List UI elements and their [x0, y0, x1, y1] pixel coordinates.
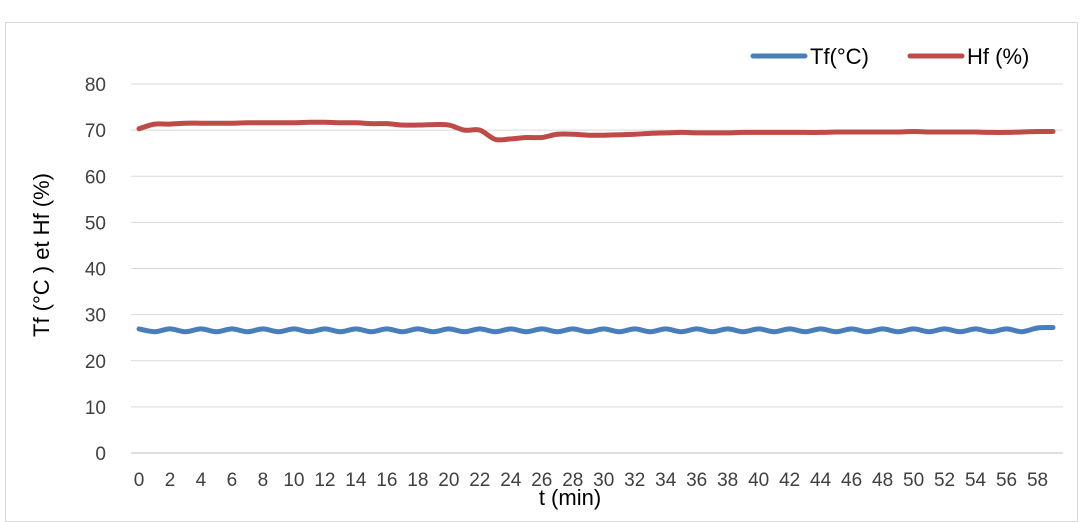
gridlines: [131, 83, 1063, 454]
x-tick-label: 36: [686, 470, 707, 491]
y-axis-ticks: 0 10 20 30 40 50 60 70 80: [85, 75, 106, 465]
y-tick-label: 30: [85, 306, 106, 327]
x-tick-label: 46: [841, 470, 862, 491]
x-tick-label: 2: [165, 470, 176, 491]
x-tick-label: 28: [562, 470, 583, 491]
x-tick-label: 50: [903, 470, 924, 491]
x-tick-label: 58: [1027, 470, 1048, 491]
x-tick-label: 52: [934, 470, 955, 491]
y-tick-label: 60: [85, 167, 106, 188]
x-tick-label: 16: [376, 470, 397, 491]
legend-label-hf: Hf (%): [967, 44, 1029, 69]
x-tick-label: 40: [748, 470, 769, 491]
x-tick-label: 10: [283, 470, 304, 491]
x-tick-label: 34: [655, 470, 677, 491]
legend: Tf(°C) Hf (%): [750, 44, 1029, 69]
y-tick-label: 80: [85, 75, 106, 96]
y-tick-label: 10: [85, 398, 106, 419]
y-tick-label: 20: [85, 352, 106, 373]
x-tick-label: 22: [469, 470, 490, 491]
x-tick-label: 30: [593, 470, 614, 491]
x-axis-ticks: 0 2 4 6 8 10 12 14 16 18 20 22 24 26 28 30 32 34 36 38 40 42 4…: [134, 470, 1048, 491]
y-tick-label: 40: [85, 260, 106, 281]
x-tick-label: 0: [134, 470, 145, 491]
y-tick-label: 50: [85, 213, 106, 234]
series-line-hf: [136, 119, 1056, 143]
x-tick-label: 44: [810, 470, 832, 491]
series-line-tf: [136, 325, 1056, 335]
y-axis-title: Tf (°C ) et Hf (%): [29, 173, 54, 337]
y-tick-label: 0: [95, 444, 106, 465]
x-tick-label: 38: [717, 470, 738, 491]
x-tick-label: 48: [872, 470, 893, 491]
x-tick-label: 12: [314, 470, 335, 491]
x-tick-label: 24: [500, 470, 522, 491]
x-tick-label: 42: [779, 470, 800, 491]
x-tick-label: 54: [965, 470, 987, 491]
x-tick-label: 26: [531, 470, 552, 491]
x-tick-label: 8: [258, 470, 269, 491]
legend-label-tf: Tf(°C): [810, 44, 869, 69]
x-axis-title: t (min): [539, 485, 601, 510]
x-tick-label: 56: [996, 470, 1017, 491]
x-tick-label: 18: [407, 470, 428, 491]
x-tick-label: 14: [345, 470, 367, 491]
x-tick-label: 32: [624, 470, 645, 491]
y-tick-label: 70: [85, 121, 106, 142]
x-tick-label: 20: [438, 470, 459, 491]
x-tick-label: 6: [227, 470, 238, 491]
series-lines: [136, 119, 1056, 335]
x-tick-label: 4: [196, 470, 207, 491]
